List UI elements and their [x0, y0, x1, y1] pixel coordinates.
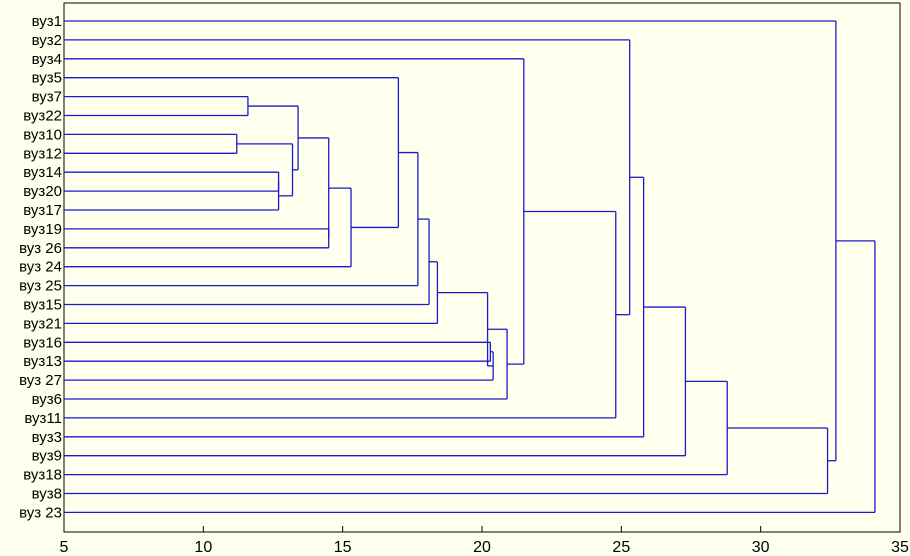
leaf-label: вуз6 [32, 391, 62, 408]
leaf-label: вуз1 [32, 13, 62, 30]
x-tick-label: 20 [473, 539, 491, 556]
leaf-label: вуз 27 [19, 372, 62, 389]
plot-frame [63, 2, 901, 533]
leaf-label: вуз17 [23, 202, 62, 219]
leaf-label: вуз11 [24, 410, 62, 427]
leaf-label: вуз5 [32, 70, 62, 87]
leaf-label: вуз15 [23, 297, 62, 314]
leaf-label: вуз 25 [19, 278, 62, 295]
leaf-label: вуз22 [23, 108, 62, 125]
leaf-label: вуз9 [32, 448, 62, 465]
leaf-label: вуз2 [32, 32, 62, 49]
leaf-label: вуз19 [23, 221, 62, 238]
x-tick-label: 30 [752, 539, 770, 556]
x-axis: 5 10 15 20 25 30 35 [60, 526, 909, 556]
leaf-label: вуз14 [23, 164, 62, 181]
leaf-label: вуз10 [23, 126, 62, 143]
x-tick-label: 15 [334, 539, 352, 556]
leaf-label: вуз 23 [19, 504, 62, 521]
leaf-label: вуз7 [32, 89, 62, 106]
x-tick-label: 5 [60, 539, 69, 556]
x-tick-label: 25 [612, 539, 630, 556]
leaf-label: вуз16 [23, 334, 62, 351]
leaf-label: вуз 24 [19, 259, 62, 276]
leaf-label: вуз20 [23, 183, 62, 200]
leaf-label: вуз8 [32, 486, 62, 503]
leaf-label: вуз13 [23, 353, 62, 370]
dendrogram-links [64, 20, 876, 514]
leaf-label: вуз3 [32, 429, 62, 446]
leaf-label: вуз21 [23, 315, 62, 332]
leaf-label: вуз18 [23, 467, 62, 484]
x-tick-label: 35 [891, 539, 909, 556]
leaf-label: вуз 26 [19, 240, 62, 257]
x-tick-label: 10 [194, 539, 212, 556]
leaf-label: вуз12 [23, 145, 62, 162]
leaf-label: вуз4 [32, 51, 62, 68]
